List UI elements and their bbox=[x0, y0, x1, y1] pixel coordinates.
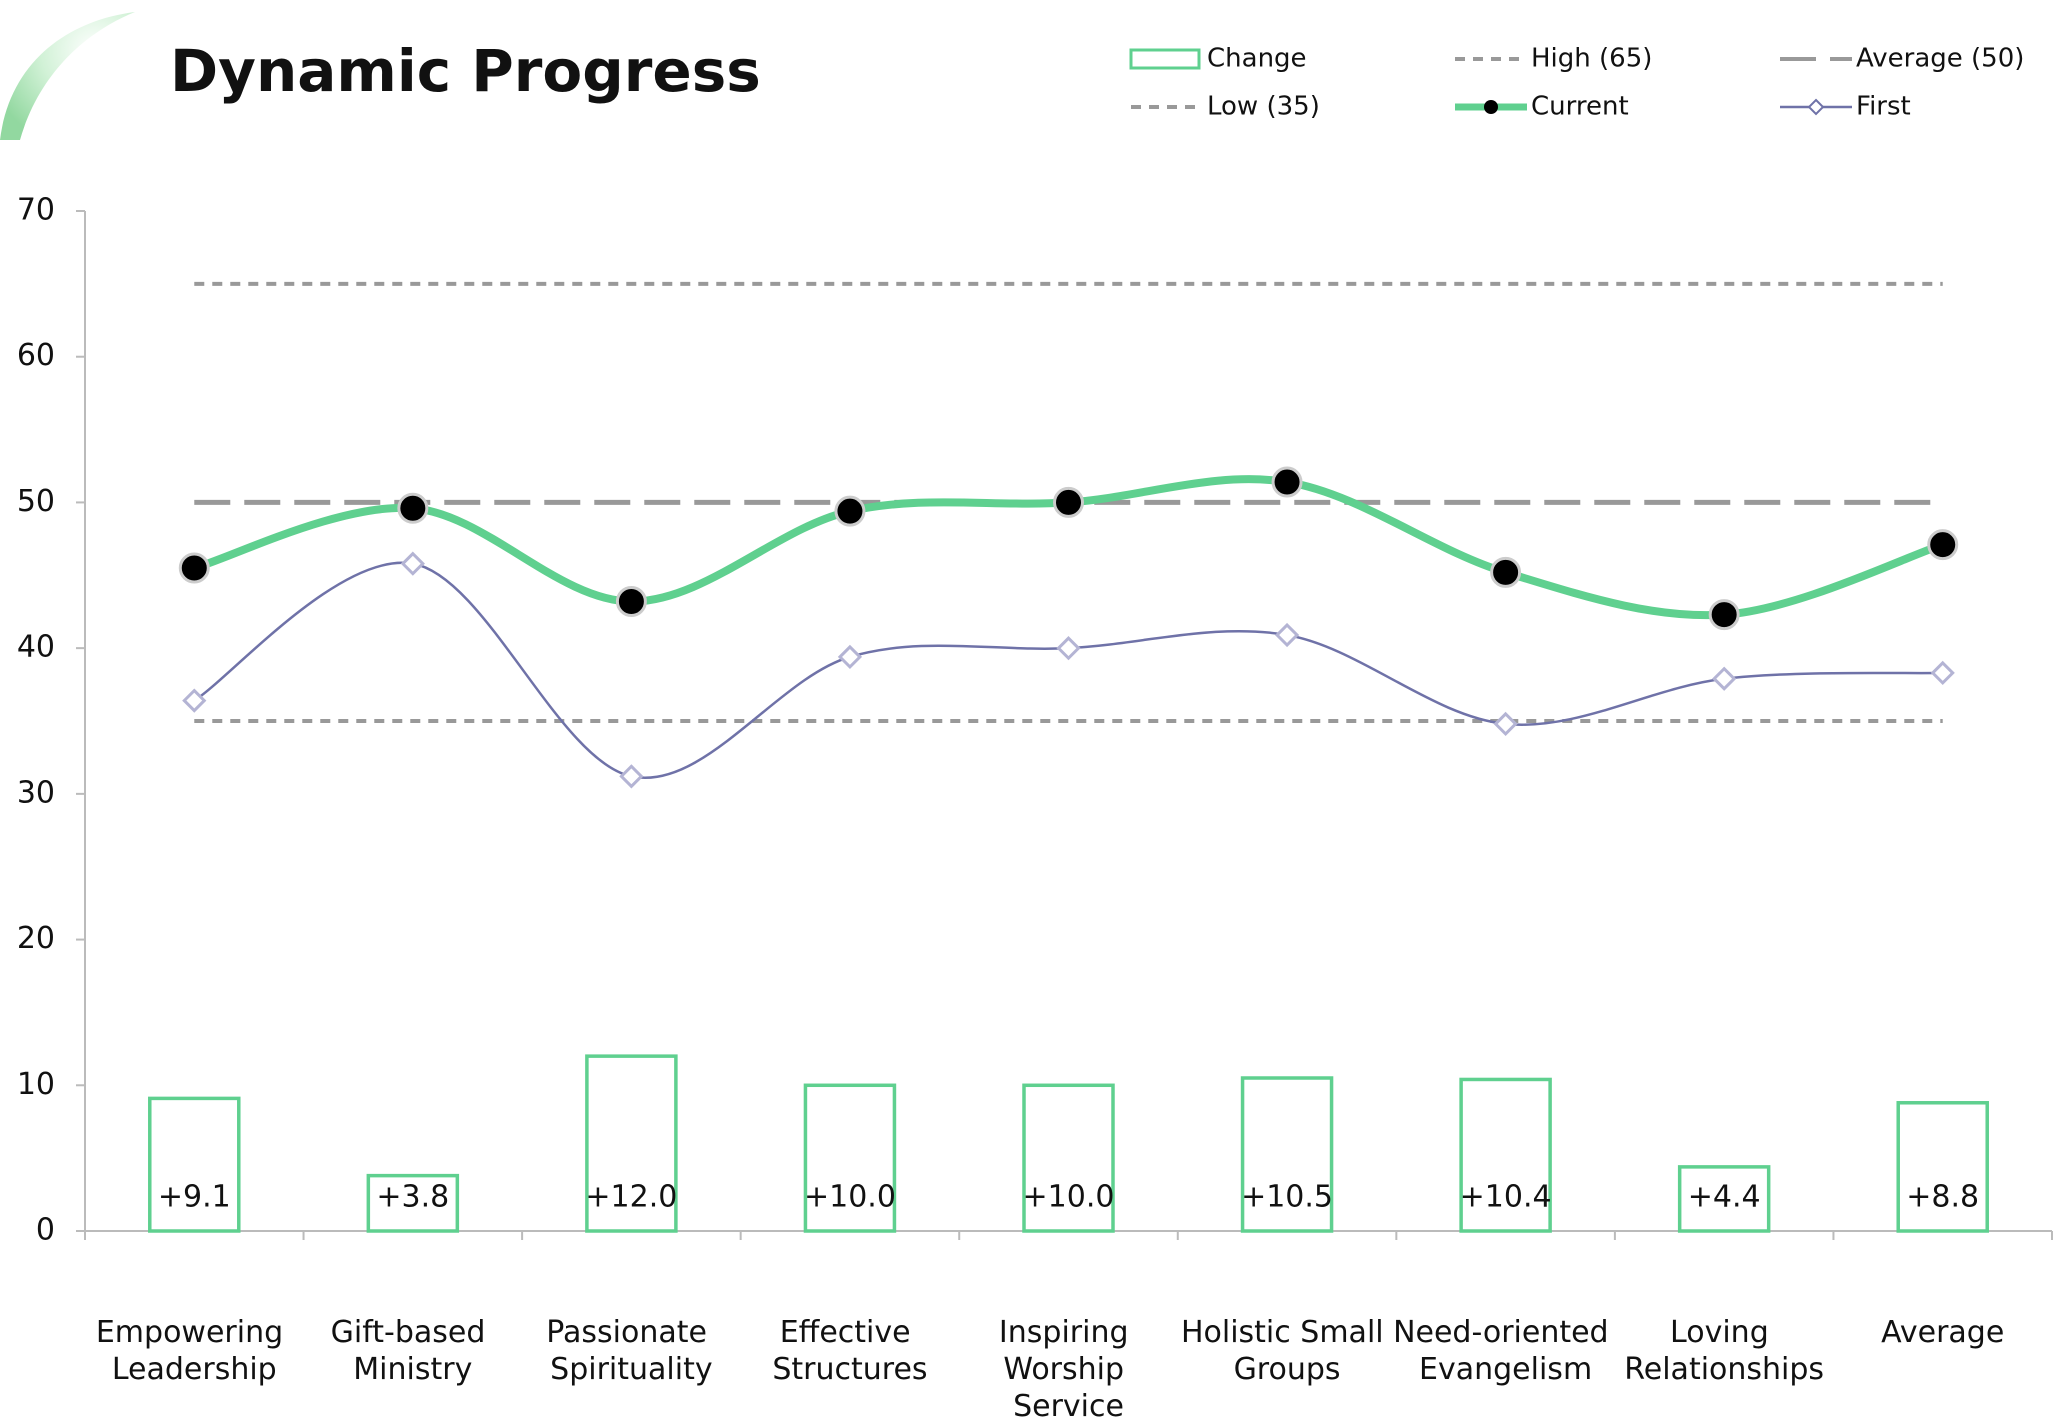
point bbox=[1712, 666, 1737, 691]
point bbox=[615, 586, 647, 618]
y-tick-label: 20 bbox=[17, 921, 55, 956]
bar bbox=[148, 1096, 241, 1233]
point bbox=[837, 644, 863, 670]
line bbox=[193, 561, 1943, 780]
data-label: +10.5 bbox=[1241, 1180, 1333, 1215]
y-tick-label: 60 bbox=[17, 338, 55, 373]
x-tick-label: Need-oriented Evangelism bbox=[1393, 1315, 1618, 1387]
legend-marker bbox=[1807, 98, 1825, 116]
x-tick-label: Loving Relationships bbox=[1624, 1315, 1824, 1387]
x-tick-label: Inspiring Worship Service bbox=[999, 1315, 1138, 1422]
bar bbox=[366, 1173, 460, 1233]
point bbox=[619, 764, 644, 789]
bar bbox=[1240, 1076, 1334, 1233]
point bbox=[1930, 660, 1955, 686]
data-label: +4.4 bbox=[1688, 1180, 1761, 1215]
bar bbox=[1677, 1165, 1771, 1233]
point bbox=[1493, 711, 1518, 737]
data-label: +10.4 bbox=[1460, 1180, 1552, 1215]
y-tick-label: 0 bbox=[36, 1213, 55, 1248]
data-label: +10.0 bbox=[1023, 1180, 1115, 1215]
x-tick-label: Holistic Small Groups bbox=[1181, 1315, 1393, 1387]
data-label: +12.0 bbox=[585, 1180, 677, 1215]
legend-label: High (65) bbox=[1531, 44, 1652, 74]
bar bbox=[1022, 1083, 1115, 1233]
y-tick-label: 50 bbox=[17, 484, 55, 519]
data-label: +3.8 bbox=[376, 1180, 449, 1215]
legend-label: First bbox=[1856, 92, 1911, 122]
y-tick-label: 30 bbox=[17, 775, 55, 810]
data-label: +8.8 bbox=[1906, 1180, 1979, 1215]
x-tick-label: Gift-based Ministry bbox=[331, 1315, 495, 1387]
chart-title: Dynamic Progress bbox=[170, 37, 761, 105]
point bbox=[1490, 556, 1522, 588]
legend-swatch bbox=[1129, 48, 1201, 70]
y-tick-label: 70 bbox=[17, 193, 55, 228]
x-tick-label: Effective Structures bbox=[772, 1315, 927, 1387]
point bbox=[178, 552, 210, 584]
point bbox=[834, 495, 866, 527]
point bbox=[1056, 636, 1081, 661]
legend-marker bbox=[1484, 100, 1498, 114]
legend-label: Low (35) bbox=[1207, 92, 1320, 122]
point bbox=[182, 688, 207, 713]
x-tick-label: Average bbox=[1881, 1315, 2004, 1350]
point bbox=[400, 551, 425, 576]
legend-label: Average (50) bbox=[1856, 44, 2024, 74]
data-label: +9.1 bbox=[158, 1180, 231, 1215]
point bbox=[1271, 466, 1303, 498]
legend: Change High (65) Average (50) Low (35) Curre… bbox=[1129, 44, 2024, 122]
bar bbox=[1896, 1101, 1989, 1233]
point bbox=[1053, 486, 1084, 518]
bar bbox=[585, 1054, 678, 1233]
point bbox=[1274, 622, 1300, 648]
bar bbox=[803, 1083, 897, 1233]
x-tick-label: Passionate Spirituality bbox=[546, 1315, 716, 1387]
point bbox=[1708, 599, 1740, 631]
bar bbox=[1459, 1077, 1552, 1233]
legend-label: Change bbox=[1207, 44, 1307, 74]
decoration bbox=[0, 12, 135, 140]
legend-label: Current bbox=[1531, 92, 1629, 122]
y-tick-label: 40 bbox=[17, 630, 55, 665]
point bbox=[1927, 529, 1959, 561]
data-label: +10.0 bbox=[804, 1180, 896, 1215]
point bbox=[397, 492, 429, 524]
y-tick-label: 10 bbox=[17, 1067, 55, 1102]
x-tick-label: Empowering Leadership bbox=[96, 1315, 293, 1387]
